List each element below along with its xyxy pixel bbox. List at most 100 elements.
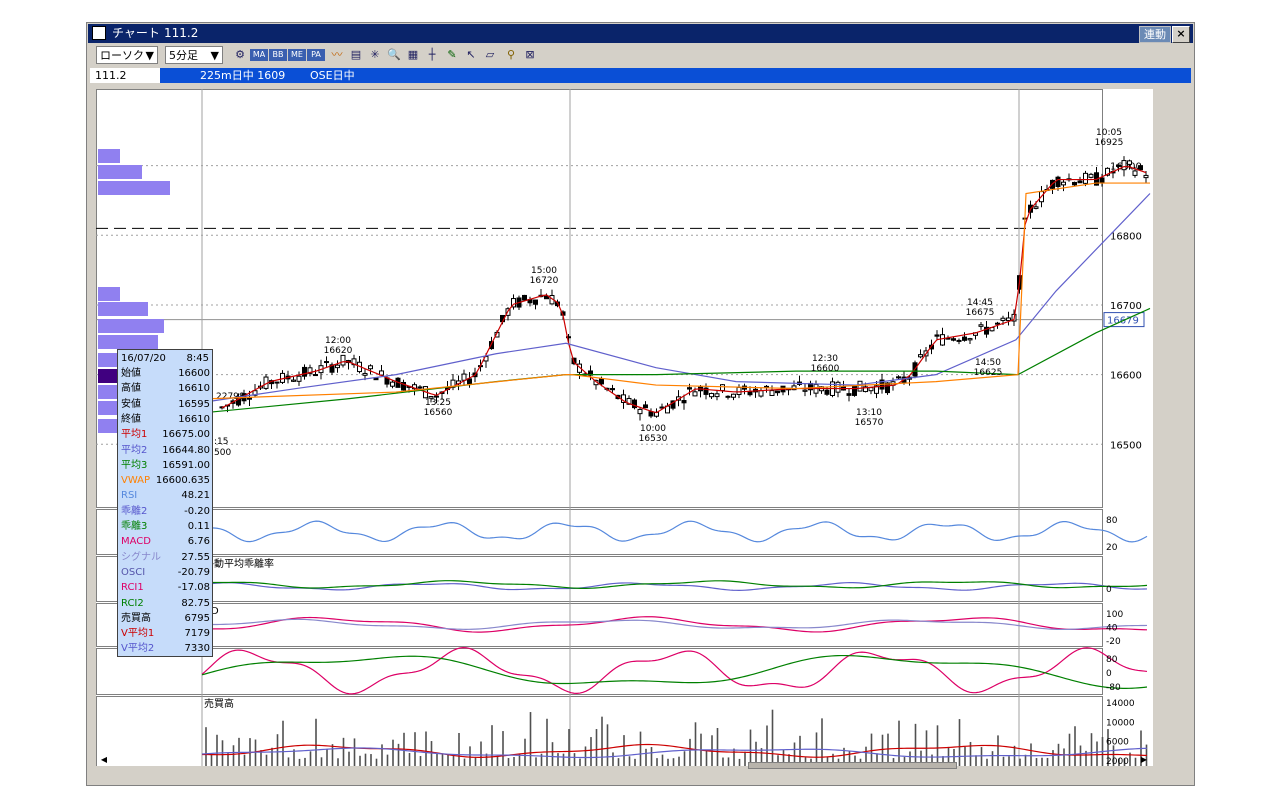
info-row: 終値 16610	[118, 412, 212, 427]
horizontal-scrollbar-thumb[interactable]	[748, 762, 957, 769]
info-row-label: RSI	[121, 490, 138, 502]
candle-body	[736, 386, 742, 395]
macd-tick-label: 40	[1106, 624, 1118, 634]
info-row-value: 16610	[178, 383, 210, 395]
search-icon[interactable]: ⚲	[506, 48, 516, 61]
info-row-value: -20.79	[177, 566, 210, 578]
bb-icon[interactable]: BB	[269, 49, 287, 61]
title-bar[interactable]: チャート 111.2 連動 ×	[88, 24, 1193, 43]
annotation-time: 13:25	[425, 398, 451, 408]
ma-icon[interactable]: MA	[250, 49, 268, 61]
info-row-value: 16595	[178, 398, 210, 410]
candle-body	[1105, 167, 1110, 176]
info-time: 8:45	[186, 353, 209, 364]
candle-body	[599, 378, 604, 385]
eraser-icon[interactable]: ▱	[485, 48, 495, 61]
candle-body	[648, 411, 654, 417]
info-row-label: V平均2	[121, 643, 155, 655]
trend-line-icon[interactable]: 〰	[331, 48, 343, 61]
info-row: OSCI -20.79	[118, 565, 212, 580]
info-row-value: 16610	[178, 413, 210, 425]
candle-body	[709, 392, 714, 398]
info-row: 高値 16610	[118, 381, 212, 396]
candle-body	[978, 324, 984, 327]
pen-icon[interactable]: ✎	[447, 48, 457, 61]
cross-icon[interactable]: ✳	[370, 48, 380, 61]
close-button[interactable]: ×	[1172, 26, 1190, 43]
grid-icon[interactable]: ┼	[428, 48, 436, 61]
info-row-label: 始値	[121, 368, 141, 379]
clear-icon[interactable]: ⊠	[525, 48, 535, 61]
status-bar: 111.2 225m日中 1609 OSE日中	[90, 68, 1191, 83]
pane-rci	[96, 648, 1103, 695]
candle-body	[868, 387, 874, 392]
info-row-value: 6795	[184, 612, 210, 624]
candle-body	[522, 294, 527, 301]
candle-body	[692, 391, 698, 397]
rci-2-line	[201, 654, 1148, 689]
pa-icon[interactable]: PA	[307, 49, 325, 61]
candle-body	[714, 393, 720, 398]
macd-line	[201, 616, 1148, 633]
candle-body	[340, 354, 346, 366]
scroll-left-icon[interactable]: ◀	[100, 755, 108, 764]
candle-body	[934, 334, 940, 337]
candle-body	[1083, 172, 1088, 184]
me-icon[interactable]: ME	[288, 49, 306, 61]
candle-body	[703, 387, 709, 395]
candle-body	[720, 384, 725, 391]
annotation-time: 15:00	[531, 266, 557, 276]
candle-body	[544, 295, 549, 300]
macd-tick-label: 100	[1106, 610, 1123, 620]
zoom-icon[interactable]: 🔍	[387, 48, 401, 61]
market-label: OSE日中	[310, 69, 355, 82]
candle-body	[747, 391, 753, 396]
candle-body	[417, 386, 423, 389]
annotation-price: 16570	[855, 418, 884, 428]
info-row-value: 48.21	[181, 490, 210, 502]
settings-icon[interactable]: ⚙	[235, 48, 245, 61]
candle-body	[368, 365, 373, 370]
candle-body	[1121, 160, 1127, 171]
candle-body	[846, 393, 852, 396]
info-row: 平均3 16591.00	[118, 458, 212, 473]
annotation-time: 13:10	[856, 408, 882, 418]
chart-background	[96, 89, 1153, 766]
candle-body	[951, 338, 956, 341]
candle-body	[835, 381, 841, 393]
cursor-icon[interactable]: ↖	[466, 48, 476, 61]
volume-profile-label: 22798	[216, 392, 245, 402]
annotation-price: 16530	[639, 434, 668, 444]
candle-body	[967, 338, 973, 341]
candle-body	[1132, 170, 1138, 176]
candle-body	[824, 389, 830, 395]
candle-body	[1055, 176, 1061, 187]
info-row-value: -0.20	[184, 505, 210, 517]
info-row-label: VWAP	[121, 475, 151, 487]
scroll-right-icon[interactable]: ▶	[1140, 755, 1148, 764]
candle-body	[791, 385, 797, 391]
interval-select[interactable]: 5分足 ▼	[165, 46, 223, 64]
candle-body	[1072, 181, 1077, 186]
candle-body	[643, 404, 648, 409]
volume-profile-bar	[98, 149, 120, 163]
annotation-time: 12:00	[325, 336, 351, 346]
fibonacci-icon[interactable]: ▤	[350, 48, 362, 61]
info-row: RSI 48.21	[118, 488, 212, 503]
info-row-value: 16591.00	[162, 459, 210, 471]
volume-profile-bar	[98, 287, 120, 301]
measure-icon[interactable]: ▦	[407, 48, 419, 61]
window-title: チャート	[112, 26, 160, 40]
symbol-code[interactable]: 111.2	[90, 68, 160, 83]
chart-canvas[interactable]: 16900168001670016600165001667922798:1550…	[96, 89, 1153, 766]
macd-tick-label: -20	[1106, 637, 1121, 647]
candle-body	[637, 408, 643, 415]
chart-type-select[interactable]: ローソク ▼	[96, 46, 158, 64]
info-row-label: 終値	[121, 413, 141, 425]
candle-body	[313, 374, 318, 377]
volume-tick-label: 2000	[1106, 757, 1129, 766]
chart-type-value: ローソク	[100, 49, 144, 62]
info-row-value: 7330	[184, 643, 210, 655]
chart-area[interactable]: 16900168001670016600165001667922798:1550…	[96, 89, 1153, 766]
sync-button[interactable]: 連動	[1139, 26, 1171, 43]
